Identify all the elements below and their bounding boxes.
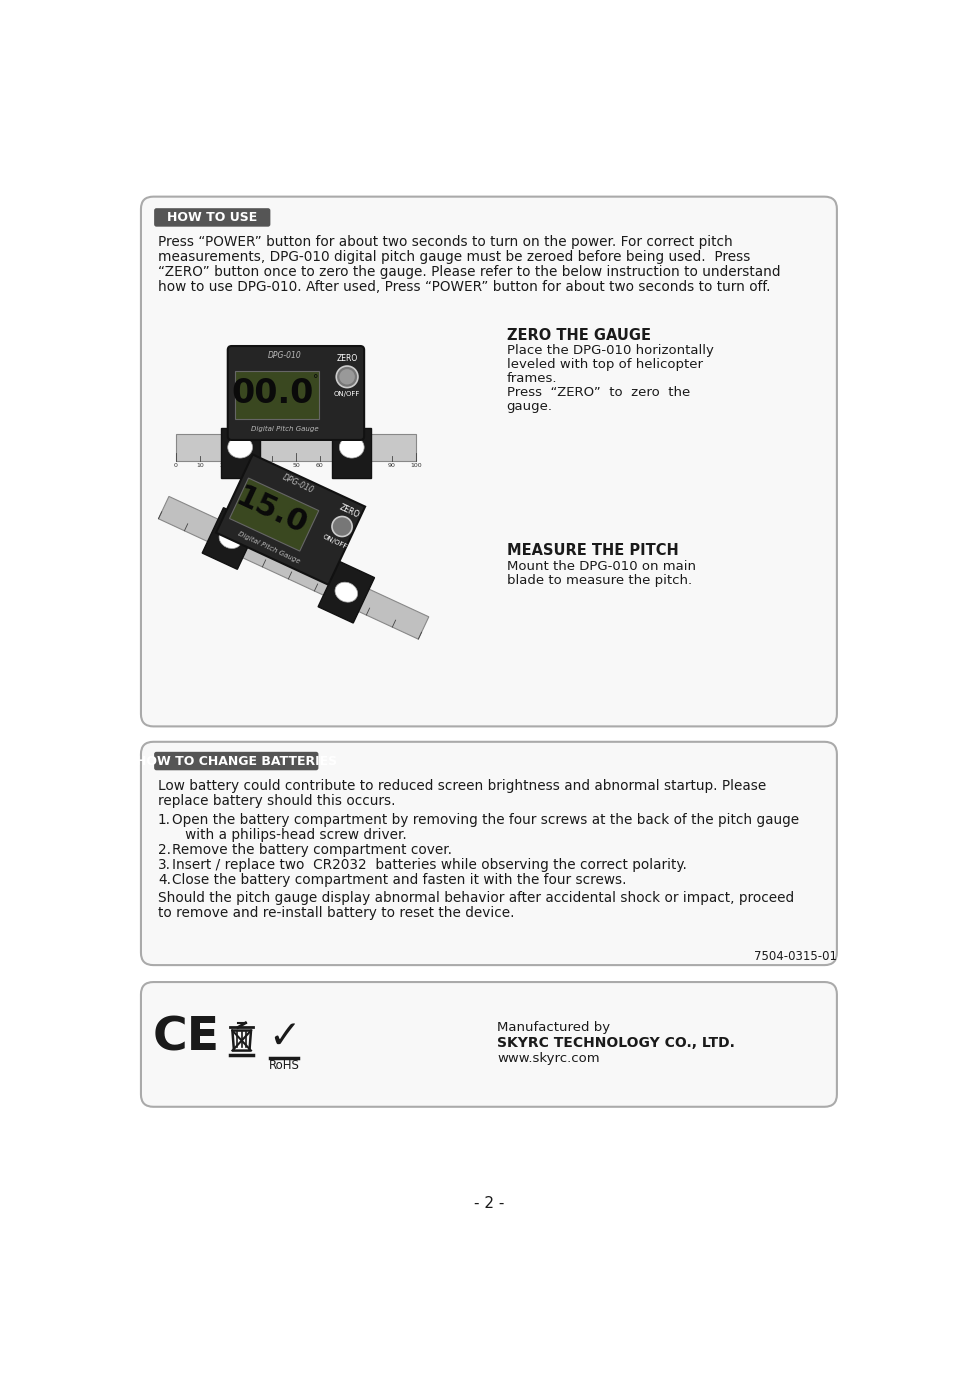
Ellipse shape [339,437,364,457]
Text: ZERO THE GAUGE: ZERO THE GAUGE [506,328,650,343]
Text: 80: 80 [364,463,372,468]
Polygon shape [220,427,259,478]
Text: Mount the DPG-010 on main: Mount the DPG-010 on main [506,560,695,574]
Text: how to use DPG-010. After used, Press “POWER” button for about two seconds to tu: how to use DPG-010. After used, Press “P… [158,281,770,294]
Circle shape [332,517,352,536]
Text: 3.: 3. [158,858,171,872]
FancyBboxPatch shape [141,983,836,1107]
Text: gauge.: gauge. [506,399,552,413]
Text: ✓: ✓ [268,1017,300,1056]
Text: 0: 0 [173,463,177,468]
FancyBboxPatch shape [228,346,364,439]
Text: 1.: 1. [158,813,171,826]
Text: 00.0: 00.0 [232,377,314,410]
Polygon shape [158,496,428,638]
Text: 40: 40 [268,463,275,468]
Text: Insert / replace two  CR2032  batteries while observing the correct polarity.: Insert / replace two CR2032 batteries wh… [172,858,686,872]
Text: frames.: frames. [506,372,557,386]
Polygon shape [332,427,371,478]
Text: ZERO: ZERO [337,503,360,520]
Text: Low battery could contribute to reduced screen brightness and abnormal startup. : Low battery could contribute to reduced … [158,779,765,793]
Text: leveled with top of helicopter: leveled with top of helicopter [506,358,702,372]
Text: Manufactured by: Manufactured by [497,1021,610,1034]
Text: 4.: 4. [158,872,171,887]
Text: Open the battery compartment by removing the four screws at the back of the pitc: Open the battery compartment by removing… [172,813,799,826]
Bar [235,372,319,419]
Text: blade to measure the pitch.: blade to measure the pitch. [506,574,691,587]
Text: “ZERO” button once to zero the gauge. Please refer to the below instruction to u: “ZERO” button once to zero the gauge. Pl… [158,265,780,279]
FancyBboxPatch shape [154,752,318,770]
Text: to remove and re-install battery to reset the device.: to remove and re-install battery to rese… [158,905,514,920]
Text: Digital Pitch Gauge: Digital Pitch Gauge [251,426,317,433]
Text: CE: CE [152,1016,219,1061]
Text: SKYRC TECHNOLOGY CO., LTD.: SKYRC TECHNOLOGY CO., LTD. [497,1036,735,1050]
Text: Place the DPG-010 horizontally: Place the DPG-010 horizontally [506,344,713,358]
Text: 30: 30 [244,463,252,468]
Text: Press “POWER” button for about two seconds to turn on the power. For correct pit: Press “POWER” button for about two secon… [158,235,732,249]
Ellipse shape [335,582,357,603]
Text: 50: 50 [292,463,299,468]
FancyBboxPatch shape [141,196,836,727]
Text: 60: 60 [315,463,323,468]
Text: HOW TO CHANGE BATTERIES: HOW TO CHANGE BATTERIES [135,755,336,767]
Text: Should the pitch gauge display abnormal behavior after accidental shock or impac: Should the pitch gauge display abnormal … [158,891,793,905]
Text: replace battery should this occurs.: replace battery should this occurs. [158,793,395,807]
FancyBboxPatch shape [154,209,270,227]
Polygon shape [317,561,375,623]
Text: 10: 10 [195,463,204,468]
Text: ZERO: ZERO [336,354,357,363]
Text: MEASURE THE PITCH: MEASURE THE PITCH [506,543,678,558]
FancyBboxPatch shape [141,742,836,965]
Text: 2.: 2. [158,843,171,857]
Text: 100: 100 [410,463,421,468]
Ellipse shape [219,528,241,549]
Text: 7504-0315-01: 7504-0315-01 [753,949,836,963]
Text: Digital Pitch Gauge: Digital Pitch Gauge [237,531,301,564]
Text: - 2 -: - 2 - [474,1195,503,1211]
Text: ON/OFF: ON/OFF [334,391,360,397]
Text: 15.0: 15.0 [231,482,312,540]
Polygon shape [202,507,258,569]
Text: 90: 90 [388,463,395,468]
Text: ON/OFF: ON/OFF [321,533,348,550]
Text: Close the battery compartment and fasten it with the four screws.: Close the battery compartment and fasten… [172,872,626,887]
Bar [175,434,416,460]
Text: HOW TO USE: HOW TO USE [167,211,257,224]
Text: RoHS: RoHS [269,1060,299,1072]
Polygon shape [215,455,365,585]
Circle shape [339,369,355,384]
Text: Remove the battery compartment cover.: Remove the battery compartment cover. [172,843,452,857]
Text: www.skyrc.com: www.skyrc.com [497,1052,599,1064]
Text: °: ° [313,375,317,384]
Text: DPG-010: DPG-010 [267,351,301,359]
Text: 70: 70 [339,463,348,468]
Text: with a philips-head screw driver.: with a philips-head screw driver. [172,828,406,842]
Text: 20: 20 [220,463,228,468]
Circle shape [335,366,357,387]
Text: Press  “ZERO”  to  zero  the: Press “ZERO” to zero the [506,386,689,399]
Text: DPG-010: DPG-010 [281,473,315,496]
Ellipse shape [228,437,253,457]
Polygon shape [230,478,318,551]
Text: measurements, DPG-010 digital pitch gauge must be zeroed before being used.  Pre: measurements, DPG-010 digital pitch gaug… [158,250,750,264]
